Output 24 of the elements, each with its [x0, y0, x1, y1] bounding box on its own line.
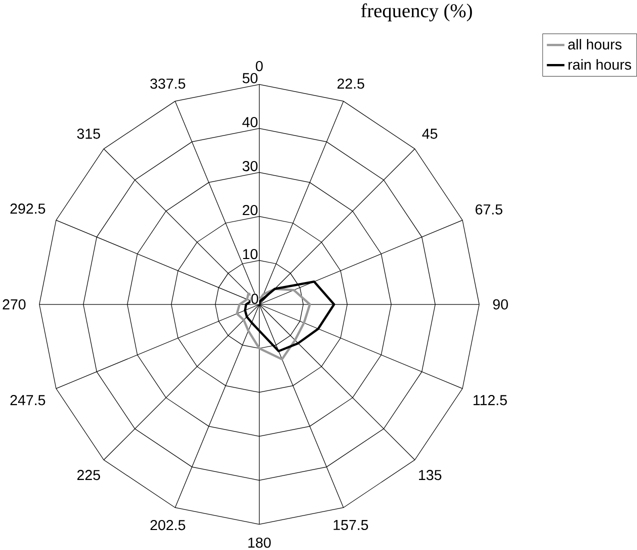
- spoke-label: 292.5: [10, 204, 46, 214]
- y-tick-label: 0: [251, 294, 258, 304]
- spoke-label: 67.5: [476, 204, 502, 215]
- spoke-label: 315: [77, 128, 100, 139]
- spoke-label: 225: [77, 470, 100, 480]
- legend-label: all hours: [568, 39, 622, 50]
- spoke-label: 45: [422, 128, 438, 139]
- spoke-label: 202.5: [150, 520, 186, 530]
- y-tick-label: 20: [242, 205, 258, 216]
- spoke-label: 135: [419, 470, 442, 480]
- y-tick-label: 50: [242, 73, 258, 84]
- spoke-label: 22.5: [337, 78, 364, 89]
- spoke-label: 270: [2, 299, 26, 310]
- spoke-label: 90: [493, 299, 508, 310]
- y-tick-label: 40: [242, 117, 258, 128]
- spoke-label: 157.5: [334, 520, 368, 530]
- y-tick-label: 10: [243, 249, 258, 260]
- spoke-label: 247.5: [10, 395, 46, 406]
- y-tick-label: 30: [242, 161, 258, 172]
- spoke-label: 180: [248, 538, 271, 548]
- legend-label: rain hours: [568, 59, 632, 70]
- spoke-label: 112.5: [474, 395, 507, 406]
- spoke-label: 337.5: [150, 78, 186, 89]
- text: frequency (%): [361, 4, 472, 22]
